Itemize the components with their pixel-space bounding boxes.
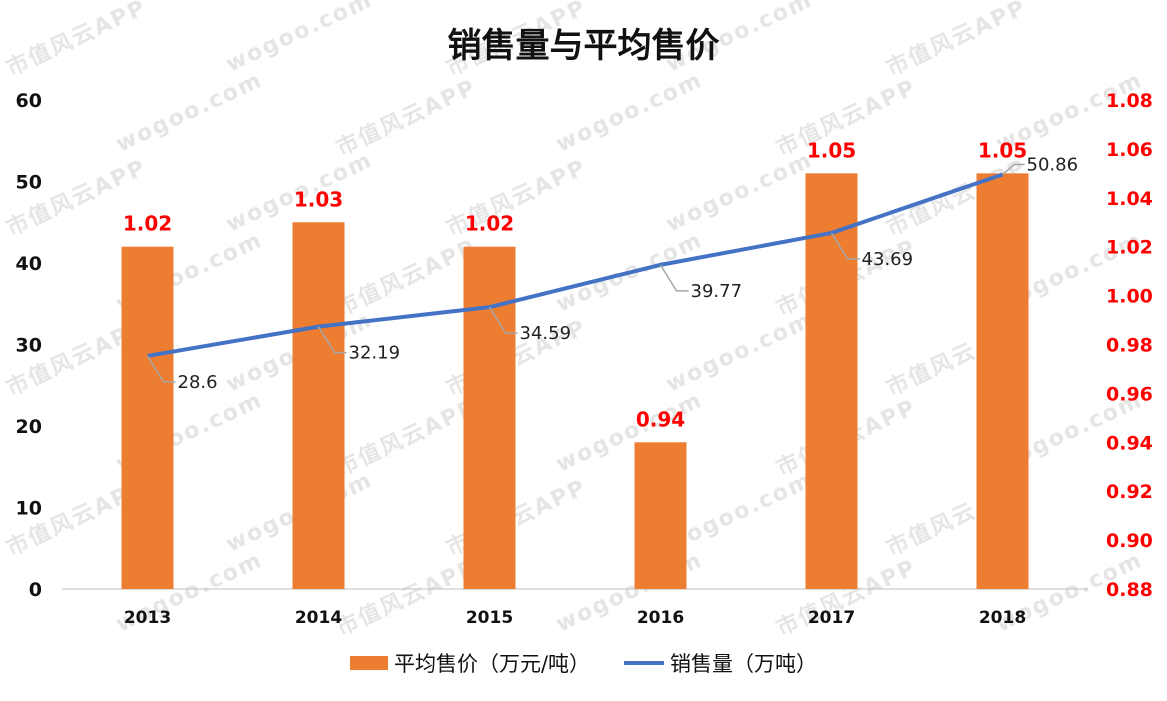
right-axis-tick: 0.88 — [1106, 579, 1153, 601]
bar-2015 — [463, 246, 516, 589]
left-axis-tick: 0 — [29, 579, 42, 601]
bar-2016 — [634, 442, 687, 589]
right-axis-tick: 1.02 — [1106, 237, 1153, 259]
left-axis-tick: 10 — [16, 498, 42, 520]
right-axis-tick: 1.00 — [1106, 286, 1153, 308]
leader-line — [317, 326, 347, 354]
x-axis-tick: 2015 — [466, 608, 513, 628]
bar-data-label: 1.05 — [978, 138, 1027, 162]
x-axis-tick: 2017 — [808, 608, 855, 628]
chart-title: 销售量与平均售价 — [447, 26, 720, 66]
x-axis-tick: 2014 — [295, 608, 342, 628]
bar-2013 — [121, 246, 174, 589]
legend-item-volume[interactable]: 销售量（万吨） — [624, 648, 817, 678]
leader-line — [1002, 163, 1025, 176]
right-axis-tick: 0.90 — [1106, 530, 1153, 552]
leader-line — [146, 355, 176, 383]
left-axis-tick: 50 — [16, 172, 42, 194]
line-data-label: 43.69 — [862, 249, 914, 270]
x-axis-tick: 2016 — [637, 608, 684, 628]
right-axis-tick: 0.98 — [1106, 335, 1153, 357]
right-axis-tick: 0.94 — [1106, 432, 1153, 454]
bar-data-label: 0.94 — [636, 407, 685, 431]
x-axis-tick: 2018 — [979, 608, 1026, 628]
legend-item-price[interactable]: 平均售价（万元/吨） — [349, 648, 591, 678]
bar-2018 — [976, 173, 1029, 589]
leader-line — [659, 264, 689, 292]
line-data-label: 32.19 — [349, 343, 401, 364]
left-axis-tick: 20 — [16, 416, 42, 438]
legend-swatch-bar — [349, 656, 388, 670]
right-axis-tick: 0.96 — [1106, 383, 1153, 405]
legend-label-price: 平均售价（万元/吨） — [393, 652, 591, 676]
bar-data-label: 1.02 — [123, 212, 172, 236]
volume-line — [147, 172, 1004, 358]
bar-2017 — [805, 173, 858, 589]
leader-line — [488, 306, 518, 334]
line-data-label: 50.86 — [1027, 154, 1079, 175]
bar-data-label: 1.05 — [807, 138, 856, 162]
legend-swatch-line — [624, 661, 665, 665]
x-axis-tick: 2013 — [124, 608, 171, 628]
bar-data-label: 1.02 — [465, 212, 514, 236]
right-axis-tick: 1.06 — [1106, 139, 1153, 161]
legend: 平均售价（万元/吨） 销售量（万吨） — [0, 648, 1167, 678]
right-axis-tick: 1.08 — [1106, 90, 1153, 112]
legend-label-volume: 销售量（万吨） — [670, 652, 818, 676]
left-axis-tick: 60 — [16, 90, 42, 112]
leader-line — [830, 232, 860, 260]
line-data-label: 28.6 — [178, 372, 218, 393]
line-data-label: 34.59 — [520, 323, 572, 344]
left-axis-tick: 30 — [16, 335, 42, 357]
right-axis-tick: 0.92 — [1106, 481, 1153, 503]
bar-data-label: 1.03 — [294, 187, 343, 211]
right-axis-tick: 1.04 — [1106, 188, 1153, 210]
line-data-label: 39.77 — [691, 281, 743, 302]
bar-2014 — [292, 222, 345, 589]
left-axis-tick: 40 — [16, 253, 42, 275]
